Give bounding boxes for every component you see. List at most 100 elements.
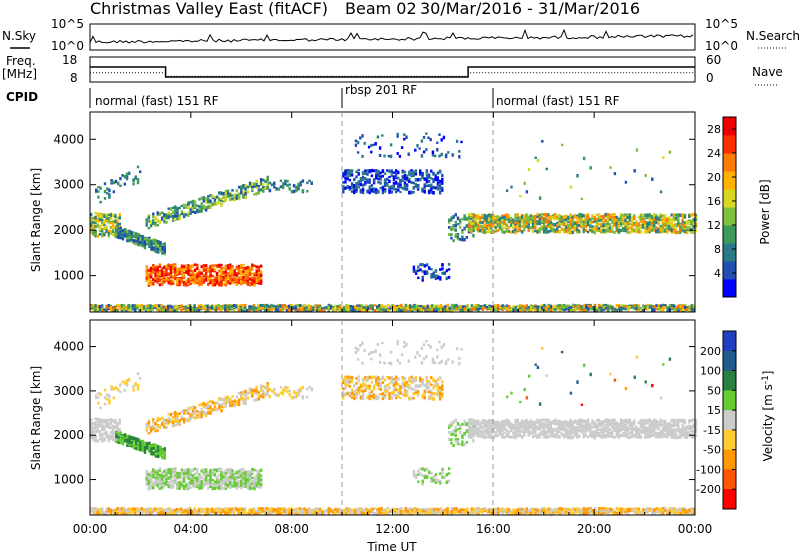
power-cell [231,197,234,201]
power-cell [171,210,175,214]
power-cell [527,223,530,227]
power-cell [139,236,142,240]
power-cell [196,278,199,281]
power-cell [434,269,438,272]
power-cell [357,183,360,186]
power-cell [639,220,643,224]
power-cell [224,305,227,309]
power-cell [211,280,214,285]
power-cell [397,188,400,192]
power-cell [486,307,489,311]
power-cell [375,190,378,195]
power-cell [562,220,566,224]
power-cell [186,308,190,313]
velocity-cell [121,435,125,438]
power-cell [450,236,453,240]
power-cell [237,278,241,283]
power-cell [688,214,691,219]
power-cell [120,304,124,308]
power-cell [646,225,649,229]
power-cell [230,305,234,308]
power-cell [679,223,682,227]
power-cell [505,213,508,216]
power-cell [659,190,663,194]
power-cell [450,307,454,311]
power-cell [218,191,221,195]
power-cell [376,135,380,139]
power-cell [534,221,537,224]
power-cell [438,187,442,191]
power-cell [261,306,264,310]
power-cell [580,197,584,201]
power-cell [507,220,511,224]
power-cell [226,271,230,275]
power-cell [674,213,678,216]
power-cell [390,186,393,190]
power-cell [390,169,393,173]
power-cell [586,213,590,217]
power-cell [90,231,93,234]
velocity-cell [97,401,100,405]
velocity-cell [99,392,102,397]
power-cell [220,277,223,280]
power-cell [121,230,125,233]
power-cell [512,226,515,229]
power-cell [209,271,212,275]
power-cell [556,306,559,309]
power-cell [370,174,374,178]
power-cell [202,279,206,283]
power-cell [433,154,437,158]
power-cell [112,180,115,185]
power-cell [416,178,420,182]
velocity-cell [126,434,129,439]
velocity-cell [101,420,104,424]
power-cell [545,221,548,224]
power-cell [439,309,443,313]
y-tick-label: 1000 [53,269,84,283]
power-cell [398,154,402,158]
power-cell [558,307,561,310]
power-cell [310,182,313,185]
power-cell [157,249,160,254]
power-cell [381,174,385,178]
power-cell [425,148,428,152]
power-cell [226,305,229,309]
power-cell [176,211,179,215]
power-cell [523,214,526,219]
velocity-cell [107,425,110,429]
power-cell [653,309,656,313]
power-cell [204,206,208,211]
power-cell [405,176,409,180]
power-cell [257,188,261,192]
power-cell [608,223,612,226]
power-cell [222,283,225,286]
power-cell [343,306,346,310]
power-cell [372,178,376,181]
power-cell [580,220,583,224]
power-cell [95,188,98,193]
power-cell [514,226,517,229]
power-cell [379,186,382,190]
power-cell [163,266,166,269]
velocity-cell [107,435,110,439]
power-cell [549,219,552,222]
power-cell [474,222,478,227]
power-cell [476,216,480,220]
power-cell [571,226,574,230]
power-cell [244,187,247,191]
power-cell [556,304,559,308]
nsky-series-line [89,28,694,44]
power-cell [90,307,93,310]
power-cell [628,218,632,222]
power-cell [259,178,263,182]
power-cell [262,183,265,186]
power-cell [622,229,625,232]
power-cell [152,242,155,246]
power-cell [509,230,513,234]
power-cell [350,182,354,185]
velocity-cell [103,420,106,424]
power-cell [233,280,236,284]
power-cell [459,222,462,225]
power-cell [213,308,216,311]
